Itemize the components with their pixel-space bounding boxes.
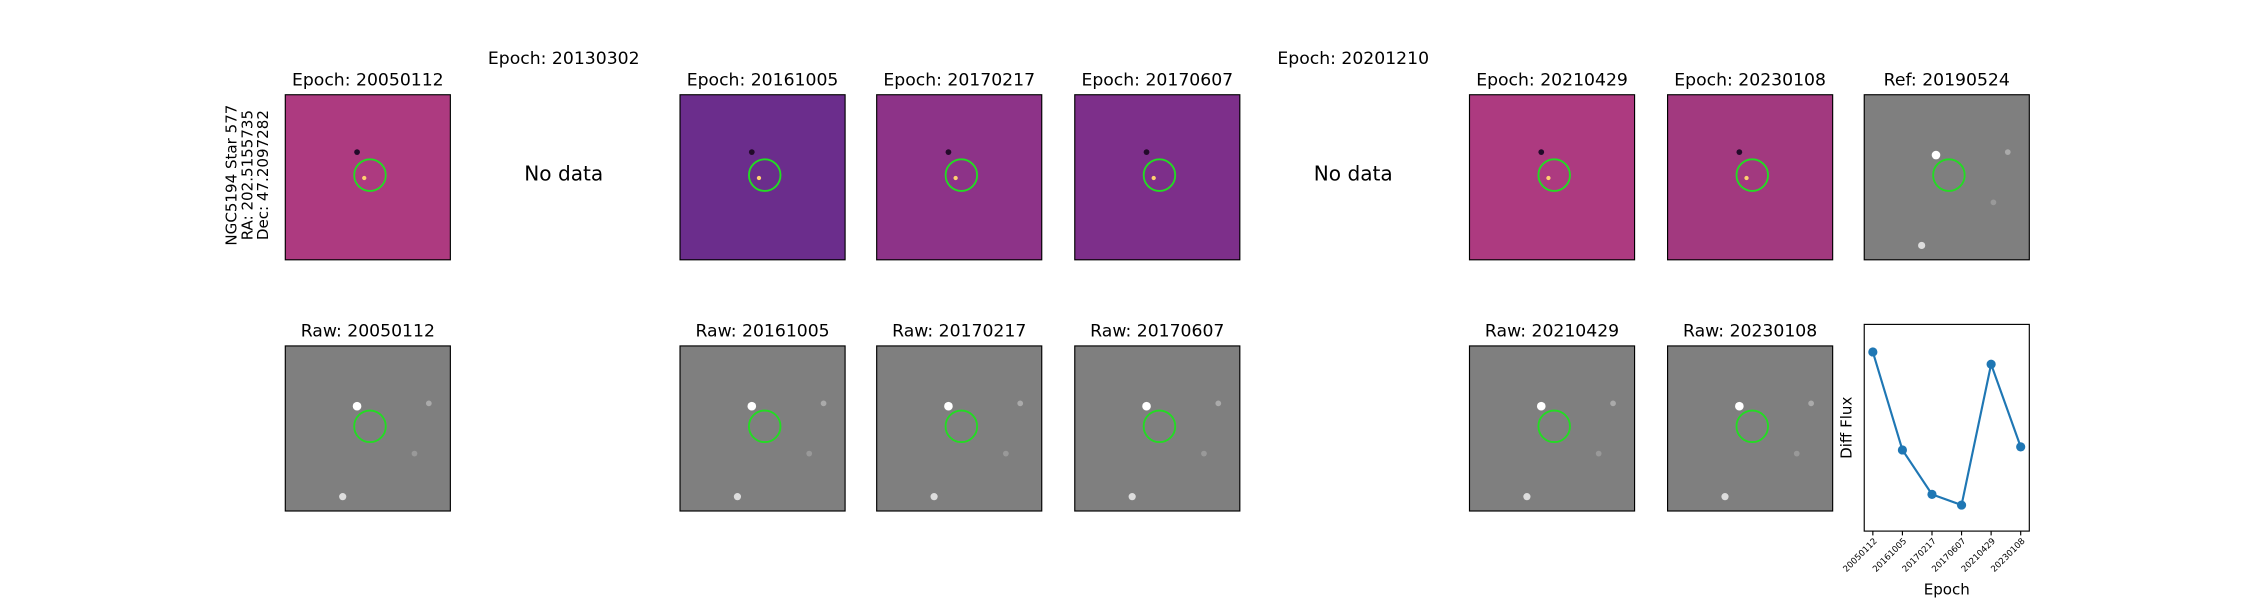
source <box>748 149 755 156</box>
source <box>945 149 952 156</box>
source <box>1918 241 1926 250</box>
raw-image <box>1074 345 1241 512</box>
source <box>1151 175 1156 181</box>
panel-title: Ref: 20190524 <box>1884 70 2010 90</box>
source <box>1201 450 1207 457</box>
source <box>1721 493 1729 501</box>
target-label: NGC5194 Star 577 RA: 202.5155735 Dec: 47… <box>223 105 273 246</box>
aperture <box>1932 158 1966 192</box>
aperture <box>747 158 782 192</box>
source <box>747 401 757 411</box>
raw-image <box>1667 345 1834 512</box>
panel-title: Raw: 20050112 <box>301 322 435 342</box>
source <box>1128 493 1136 501</box>
aperture <box>944 158 979 192</box>
source <box>1017 400 1024 407</box>
source <box>1595 450 1602 457</box>
source <box>354 149 360 156</box>
source <box>362 175 367 181</box>
source <box>1808 400 1814 407</box>
raw-image <box>1468 345 1636 512</box>
x-axis-label: Epoch <box>1924 580 1970 598</box>
point <box>2016 442 2026 452</box>
panel-title: Epoch: 20170217 <box>883 70 1035 90</box>
source <box>944 401 953 411</box>
raw-image <box>679 345 846 512</box>
source <box>1143 149 1150 156</box>
panel-title: Epoch: 20230108 <box>1674 70 1826 90</box>
panel-title: Raw: 20210429 <box>1485 322 1619 342</box>
source <box>756 175 762 181</box>
diff-image <box>1667 94 1834 261</box>
source <box>1142 401 1151 411</box>
source <box>930 493 938 501</box>
panel-title: Raw: 20170217 <box>892 322 1026 342</box>
source <box>1002 450 1009 457</box>
source <box>1736 149 1743 156</box>
source <box>1523 493 1531 501</box>
y-axis-label: Diff Flux <box>1838 397 1856 459</box>
aperture <box>944 409 979 444</box>
panel-title: Raw: 20170607 <box>1090 322 1224 342</box>
no-data: No data <box>1314 162 1393 186</box>
source <box>1990 199 1997 206</box>
panel-title: Epoch: 20161005 <box>687 70 839 90</box>
diff-image <box>1863 94 2030 261</box>
source <box>411 450 418 457</box>
target-ra: RA: 202.5155735 <box>238 110 256 240</box>
point <box>1927 489 1937 499</box>
aperture <box>1735 409 1769 444</box>
source <box>1546 175 1551 181</box>
panel-title: Epoch: 20050112 <box>292 70 444 90</box>
source <box>1538 149 1545 156</box>
plot-frame <box>1863 323 2030 532</box>
aperture <box>353 158 387 192</box>
raw-image <box>284 345 451 512</box>
point <box>1956 500 1967 510</box>
no-data: No data <box>524 162 603 186</box>
source <box>953 175 958 181</box>
panel-title: Epoch: 20130302 <box>488 49 640 69</box>
point <box>1897 445 1908 455</box>
source <box>806 450 813 457</box>
aperture <box>1537 409 1571 444</box>
source <box>425 400 432 407</box>
panel-title: Raw: 20161005 <box>695 322 829 342</box>
source <box>2004 149 2011 156</box>
raw-image <box>876 345 1043 512</box>
source <box>1215 400 1222 407</box>
source <box>1793 450 1800 457</box>
source <box>1735 401 1744 411</box>
diff-image <box>1074 94 1241 261</box>
panel-title: Raw: 20230108 <box>1683 322 1817 342</box>
aperture <box>1142 158 1177 192</box>
panel-title: Epoch: 20201210 <box>1277 49 1429 69</box>
diff-image <box>284 94 451 261</box>
diff-image <box>679 94 846 261</box>
panel-title: Epoch: 20170607 <box>1081 70 1233 90</box>
aperture <box>353 409 387 444</box>
aperture <box>747 409 782 444</box>
source <box>339 493 347 501</box>
source <box>352 401 362 411</box>
target-name: NGC5194 Star 577 <box>223 105 241 246</box>
diff-image <box>876 94 1043 261</box>
diff-image <box>1468 94 1636 261</box>
panel-title: Epoch: 20210429 <box>1476 70 1628 90</box>
source <box>1744 175 1749 181</box>
source <box>820 400 827 407</box>
source <box>733 493 742 501</box>
source <box>1610 400 1616 407</box>
point <box>1986 359 1996 369</box>
aperture <box>1735 158 1769 192</box>
source <box>1931 150 1941 160</box>
aperture <box>1142 409 1177 444</box>
point <box>1868 347 1878 357</box>
aperture <box>1537 158 1571 192</box>
source <box>1536 401 1546 411</box>
line <box>1871 351 2022 507</box>
target-dec: Dec: 47.2097282 <box>254 110 272 240</box>
